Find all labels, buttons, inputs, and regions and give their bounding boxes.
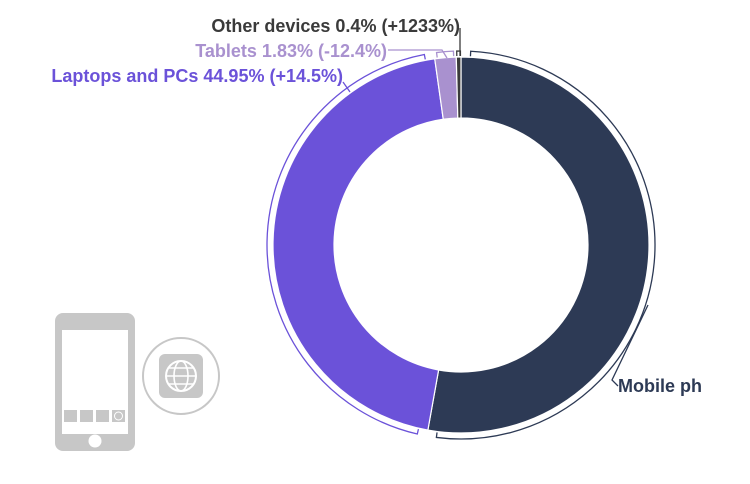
slice-other-devices (455, 56, 462, 119)
leader-tablets (388, 49, 448, 59)
slice-mobile-phones (427, 56, 650, 434)
label-brackets (266, 28, 656, 440)
bracket-laptops-and-pcs (266, 53, 426, 435)
label-mobile-phones: Mobile ph (618, 376, 702, 396)
label-other-devices: Other devices 0.4% (+1233%) (211, 16, 460, 36)
label-tablets: Tablets 1.83% (-12.4%) (195, 41, 387, 61)
slice-labels: Mobile ph Laptops and PCs 44.95% (+14.5%… (51, 16, 702, 396)
slice-laptops-and-pcs (272, 58, 444, 431)
globe-icon (142, 337, 220, 415)
label-laptops-and-pcs: Laptops and PCs 44.95% (+14.5%) (51, 66, 343, 86)
bracket-mobile-phones (435, 50, 656, 440)
leader-mobile-phones (611, 304, 649, 387)
leader-laptops-and-pcs (342, 81, 351, 93)
bracket-tablets (435, 50, 455, 58)
device-illustration (55, 313, 220, 451)
donut-slices (272, 56, 650, 434)
smartphone-icon (55, 313, 135, 451)
